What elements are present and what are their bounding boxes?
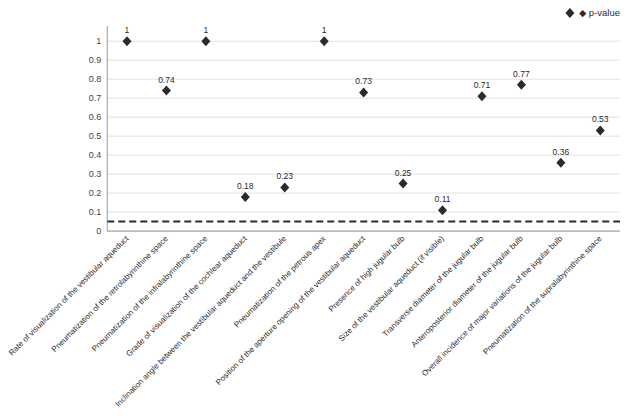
data-label: 0.36	[553, 147, 570, 157]
data-labels: 1 0.74 1 0.18 0.23 1 0.73 0.25 0.11 0.71 0.77 0.36 0…	[125, 25, 609, 204]
point	[162, 86, 171, 96]
data-label: 0.73	[355, 76, 372, 86]
legend-marker	[565, 8, 574, 18]
x-axis-line	[107, 231, 620, 232]
grid-line	[107, 136, 620, 137]
y-tick-label: 0	[96, 226, 101, 236]
data-label: 0.25	[395, 168, 412, 178]
y-tick-label: 0.7	[89, 93, 102, 103]
point	[517, 80, 526, 90]
y-tick-label: 0.5	[89, 131, 102, 141]
point	[556, 158, 565, 168]
x-tick-label: Position of the aperture opening of the …	[214, 234, 367, 387]
grid-line	[107, 155, 620, 156]
point	[477, 91, 486, 101]
data-label: 1	[125, 25, 130, 35]
data-label: 1	[322, 25, 327, 35]
data-label: 0.74	[158, 75, 175, 85]
data-label: 0.11	[435, 194, 451, 204]
grid-line	[107, 41, 620, 42]
y-tick-label: 0.3	[89, 169, 102, 179]
data-label: 0.53	[592, 114, 609, 124]
point	[122, 36, 131, 46]
data-label: 0.18	[237, 181, 254, 191]
reference-line	[107, 221, 620, 223]
grid-line	[107, 193, 620, 194]
grid-line	[107, 174, 620, 175]
data-label: 0.71	[474, 80, 491, 90]
point	[241, 192, 250, 202]
y-tick-label: 0.2	[89, 188, 102, 198]
plot-area	[107, 36, 620, 221]
legend: ◆ p-value	[565, 7, 620, 18]
legend-label: ◆ p-value	[579, 7, 620, 18]
x-tick-label: Overall incidence of major variations of…	[420, 234, 564, 378]
point	[438, 205, 447, 215]
y-tick-label: 0.1	[89, 207, 102, 217]
y-tick-label: 0.8	[89, 74, 102, 84]
grid-line	[107, 231, 620, 232]
grid-line	[107, 117, 620, 118]
grid-line	[107, 212, 620, 213]
y-tick-label: 0.9	[89, 55, 102, 65]
y-axis-line	[107, 26, 108, 231]
point	[399, 179, 408, 189]
x-tick-label: Presence of high jugular bulb	[327, 234, 407, 314]
y-tick-label: 0.6	[89, 112, 102, 122]
grid-line	[107, 60, 620, 61]
grid	[107, 41, 620, 231]
point	[201, 36, 210, 46]
x-tick-label: Pneumatization of the supralabyrinthine …	[481, 234, 604, 357]
grid-line	[107, 98, 620, 99]
data-label: 1	[203, 25, 208, 35]
y-ticks: 0 0.1 0.2 0.3 0.4 0.5 0.6 0.7 0.8 0.9 1	[89, 36, 102, 236]
point	[320, 36, 329, 46]
point	[596, 125, 605, 135]
data-label: 0.77	[513, 69, 530, 79]
y-tick-label: 0.4	[89, 150, 102, 160]
point	[280, 182, 289, 192]
x-ticks: Rate of visualization of the vestibular …	[7, 234, 604, 409]
data-label: 0.23	[276, 171, 293, 181]
chart: 0 0.1 0.2 0.3 0.4 0.5 0.6 0.7 0.8 0.9 1 Rate of vis…	[0, 0, 632, 419]
y-tick-label: 1	[96, 36, 101, 46]
point	[359, 87, 368, 97]
x-tick-label: Inclination angle between the vestibular…	[114, 234, 289, 409]
